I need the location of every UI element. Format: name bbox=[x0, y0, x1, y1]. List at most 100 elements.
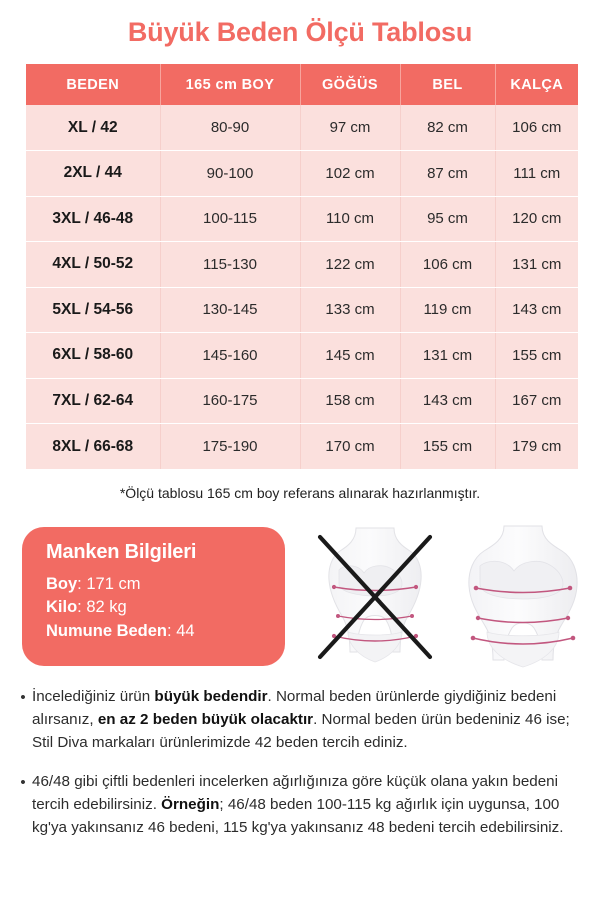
cell-beden: 6XL / 58-60 bbox=[26, 332, 161, 379]
bullet-text-segment: İncelediğiniz ürün bbox=[32, 688, 155, 705]
hip-line-endpoint-right bbox=[413, 633, 419, 639]
model-info-separator: : bbox=[167, 621, 177, 640]
cell-beden: 8XL / 66-68 bbox=[26, 423, 161, 469]
bullet-text: İncelediğiniz ürün büyük bedendir. Norma… bbox=[32, 686, 586, 754]
waist-measure-line bbox=[477, 617, 569, 624]
cell-kalca: 143 cm bbox=[495, 287, 578, 333]
cell-kalca: 167 cm bbox=[495, 378, 578, 424]
table-row: 2XL / 44 90-100 102 cm 87 cm 111 cm bbox=[26, 150, 578, 197]
cell-kalca: 155 cm bbox=[495, 332, 578, 379]
table-row: 6XL / 58-60 145-160 145 cm 131 cm 155 cm bbox=[26, 332, 578, 379]
cell-bel: 82 cm bbox=[400, 105, 496, 151]
model-info-separator: : bbox=[77, 575, 87, 593]
list-item: • İncelediğiniz ürün büyük bedendir. Norm… bbox=[14, 686, 586, 754]
model-info-label: Numune Beden bbox=[46, 621, 168, 640]
column-header-beden: BEDEN bbox=[26, 64, 161, 105]
cell-boy: 80-90 bbox=[160, 105, 301, 151]
hip-line-endpoint-right bbox=[570, 635, 576, 641]
cell-gogus: 97 cm bbox=[300, 105, 401, 151]
model-info-separator: : bbox=[77, 598, 87, 617]
waist-measure-line bbox=[337, 615, 413, 621]
table-row: XL / 42 80-90 97 cm 82 cm 106 cm bbox=[26, 105, 578, 151]
cell-beden: 4XL / 50-52 bbox=[26, 241, 161, 288]
bust-line-endpoint-right bbox=[567, 585, 573, 591]
model-info-value: 82 kg bbox=[86, 598, 127, 617]
bullet-text: 46/48 gibi çiftli bedenleri incelerken a… bbox=[32, 771, 586, 839]
bullet-text-segment: ; 46/48 beden 100-115 kg ağırlık için uy… bbox=[32, 796, 564, 836]
bullet-marker-icon: • bbox=[20, 689, 26, 706]
hip-line-endpoint-left bbox=[331, 633, 337, 639]
bust-line-endpoint-left bbox=[331, 584, 337, 590]
size-chart-table: BEDEN 165 cm BOY GÖĞÜS BEL KALÇA XL / 42… bbox=[26, 64, 578, 469]
cell-bel: 131 cm bbox=[400, 332, 496, 379]
cell-kalca: 179 cm bbox=[495, 423, 578, 469]
waist-line-endpoint-right bbox=[565, 615, 571, 621]
waist-line-endpoint-left bbox=[475, 615, 481, 621]
model-info-label: Kilo bbox=[46, 598, 78, 617]
model-info-value: 44 bbox=[176, 621, 195, 640]
plus-briefs-shape bbox=[486, 631, 560, 668]
cell-kalca: 106 cm bbox=[495, 105, 578, 151]
waist-line-endpoint-right bbox=[410, 614, 414, 618]
column-header-bel: BEL bbox=[400, 64, 496, 105]
slim-briefs-shape bbox=[347, 631, 403, 663]
cell-gogus: 170 cm bbox=[300, 423, 401, 469]
column-header-gogus: GÖĞÜS bbox=[300, 64, 401, 105]
model-info-row: Numune Beden: 44 bbox=[46, 620, 285, 643]
cell-boy: 160-175 bbox=[160, 378, 301, 424]
bullet-marker-icon: • bbox=[20, 774, 26, 792]
cell-gogus: 133 cm bbox=[300, 287, 401, 333]
table-footnote: *Ölçü tablosu 165 cm boy referans alınar… bbox=[119, 485, 481, 501]
cell-beden: 2XL / 44 bbox=[26, 150, 161, 197]
hip-measure-line bbox=[333, 635, 417, 642]
plus-bra-shape bbox=[479, 560, 564, 600]
bullet-text-segment: . Normal beden ürün bedeniniz 46 ise; St… bbox=[32, 710, 570, 751]
table-row: 4XL / 50-52 115-130 122 cm 106 cm 131 cm bbox=[26, 241, 578, 288]
table-row: 8XL / 66-68 175-190 170 cm 155 cm 179 cm bbox=[26, 423, 578, 469]
table-header-row: BEDEN 165 cm BOY GÖĞÜS BEL KALÇA bbox=[26, 64, 578, 105]
body-measurement-figures bbox=[300, 520, 600, 675]
slim-body-figure bbox=[317, 527, 433, 663]
cell-gogus: 102 cm bbox=[300, 150, 401, 197]
model-card-heading: Manken Bilgileri bbox=[46, 541, 197, 563]
bust-line-endpoint-right bbox=[413, 584, 419, 590]
cell-boy: 115-130 bbox=[160, 241, 301, 288]
cell-boy: 175-190 bbox=[160, 423, 301, 469]
table-row: 7XL / 62-64 160-175 158 cm 143 cm 167 cm bbox=[26, 378, 578, 424]
bust-measure-line bbox=[475, 587, 571, 594]
bullet-text-segment: 46/48 gibi çiftli bedenleri incelerken a… bbox=[32, 773, 558, 814]
cell-boy: 90-100 bbox=[160, 150, 301, 197]
cell-beden: 5XL / 54-56 bbox=[26, 287, 161, 333]
cell-gogus: 110 cm bbox=[300, 196, 401, 242]
bullet-text-emphasis: en az 2 beden büyük olacaktır bbox=[97, 710, 314, 728]
cell-bel: 119 cm bbox=[400, 287, 496, 333]
cell-kalca: 131 cm bbox=[495, 241, 578, 288]
cell-gogus: 145 cm bbox=[300, 332, 401, 379]
cell-beden: XL / 42 bbox=[26, 105, 161, 151]
cell-beden: 3XL / 46-48 bbox=[26, 196, 161, 242]
cell-boy: 130-145 bbox=[160, 287, 301, 333]
waist-line-endpoint-left bbox=[336, 614, 340, 618]
model-info-row: Boy: 171 cm bbox=[46, 573, 285, 596]
bullet-text-emphasis: büyük bedendir bbox=[154, 688, 268, 705]
bullet-text-segment: . Normal beden ürünlerde giydiğiniz bede… bbox=[32, 688, 557, 728]
cell-boy: 100-115 bbox=[160, 196, 301, 242]
cell-kalca: 120 cm bbox=[495, 196, 578, 242]
table-row: 5XL / 54-56 130-145 133 cm 119 cm 143 cm bbox=[26, 287, 578, 333]
cell-bel: 106 cm bbox=[400, 241, 496, 288]
column-header-boy: 165 cm BOY bbox=[160, 64, 301, 105]
model-info-card: Manken Bilgileri Boy: 171 cm Kilo: 82 kg N… bbox=[22, 527, 285, 666]
bust-measure-line bbox=[333, 586, 417, 592]
cell-bel: 95 cm bbox=[400, 196, 496, 242]
model-info-row: Kilo: 82 kg bbox=[46, 596, 285, 619]
list-item: • 46/48 gibi çiftli bedenleri incelerken … bbox=[14, 771, 586, 839]
cell-bel: 143 cm bbox=[400, 378, 496, 424]
plus-size-body-figure bbox=[468, 525, 578, 668]
cell-gogus: 158 cm bbox=[300, 378, 401, 424]
model-info-label: Boy bbox=[46, 575, 78, 593]
hip-measure-line bbox=[472, 637, 574, 645]
cell-gogus: 122 cm bbox=[300, 241, 401, 288]
hip-line-endpoint-left bbox=[470, 635, 476, 641]
size-notes-list: • İncelediğiniz ürün büyük bedendir. Norm… bbox=[14, 686, 586, 857]
